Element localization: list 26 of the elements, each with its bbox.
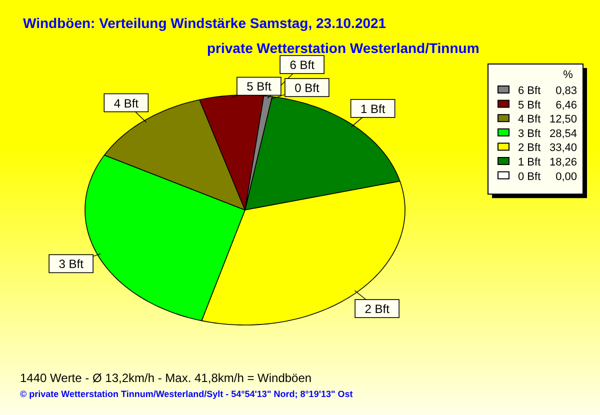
slice-label: 5 Bft (246, 80, 272, 94)
data-label: 0,83 (556, 85, 577, 97)
data-label: 12,50 (549, 114, 577, 126)
legend-label: 6 Bft (518, 85, 541, 97)
legend-label: 0 Bft (294, 81, 320, 96)
chart-title: Windböen: Verteilung Windstärke Samstag, 23.10.2021 (23, 15, 386, 31)
legend-title: % (563, 69, 574, 81)
text: 1440 Werte - Ø 13,2km/h - Max. 41,8km/h = Windböen (20, 371, 312, 385)
slice-label: 6 Bft (290, 58, 316, 72)
text: © private Wetterstation Tinnum/Westerland/Sylt - 54°54'13" Nord; 8°19'13" Ost (20, 389, 353, 399)
text: 0,00 (556, 170, 577, 183)
data-label: 28,54 (549, 128, 577, 140)
legend-label: 5 Bft (518, 99, 541, 112)
slice-label: 3 Bft (58, 257, 84, 272)
data-label: 18,26 (549, 156, 577, 168)
legend-label: 2 Bft (518, 142, 541, 154)
slice-label: 2 Bft (364, 302, 390, 316)
category-label: 0 Bft (518, 170, 541, 183)
data-label: 33,40 (549, 142, 577, 154)
slice-label: 1 Bft (360, 102, 386, 116)
legend-label: 3 Bft (518, 128, 541, 140)
slice-label: 4 Bft (114, 96, 140, 110)
data-label: 6,46 (556, 99, 577, 112)
legend-label: 4 Bft (518, 114, 541, 126)
chart-subtitle: private Wetterstation Westerland/Tinnum (207, 40, 480, 56)
legend-label: 1 Bft (518, 156, 541, 168)
